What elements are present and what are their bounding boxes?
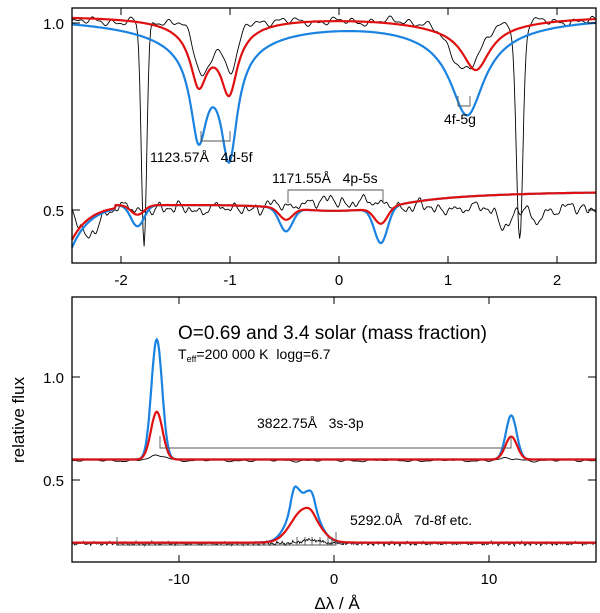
teff-symbol: T <box>178 346 187 362</box>
top-observed-lower-line <box>71 193 597 239</box>
bottom-red-model-upper-line <box>72 410 596 461</box>
bottom-red-model-lower-line <box>72 506 596 544</box>
bottom-xtick-label: -10 <box>168 571 190 588</box>
teff-subscript: eff <box>187 354 197 364</box>
top-observed-upper-line <box>71 15 597 247</box>
legend-title: O=0.69 and 3.4 solar (mass fraction) <box>178 323 487 344</box>
top-xtick-label: -2 <box>114 272 127 289</box>
x-axis-label: Δλ / Å <box>314 594 360 613</box>
top-xtick-label: 2 <box>553 272 561 289</box>
top-xtick-label: 0 <box>335 272 343 289</box>
annotation-5292: 5292.0Å 7d-8f etc. <box>350 512 472 528</box>
annotation-1123: 1123.57Å 4d-5f <box>150 149 253 165</box>
teff-value: =200 000 K <box>196 346 269 362</box>
bottom-xtick-label: 0 <box>330 571 338 588</box>
top-red-model-lower-line <box>71 191 596 241</box>
logg-value: logg=6.7 <box>276 346 330 362</box>
bracket-4p-5s <box>287 189 384 203</box>
bottom-blue-model-upper-line <box>72 337 596 461</box>
top-red-model-upper-line <box>71 16 596 98</box>
bottom-panel: -10 0 10 1.0 0.5 O=0.69 and 3.4 solar (m… <box>9 296 597 613</box>
annotation-1171: 1171.55Å 4p-5s <box>272 170 378 186</box>
y-axis-label: relative flux <box>9 377 28 463</box>
annotation-4f-5g: 4f-5g <box>444 111 476 127</box>
bottom-xtick-label: 10 <box>481 571 498 588</box>
top-panel: -2 -1 0 1 2 1.0 0.5 1123.57Å 4d-5f 1171.… <box>43 7 597 289</box>
bottom-ytick-label: 0.5 <box>43 473 64 490</box>
bracket-4f-5g <box>457 96 471 107</box>
top-ytick-label: 0.5 <box>43 203 64 220</box>
bottom-ytick-label: 1.0 <box>43 370 64 387</box>
annotation-3822: 3822.75Å 3s-3p <box>257 415 364 431</box>
top-xtick-label: 1 <box>444 272 452 289</box>
top-xtick-label: -1 <box>223 272 236 289</box>
bottom-blue-model-lower-line <box>72 485 596 544</box>
top-blue-model-upper-line <box>71 21 597 165</box>
bracket-4d-5f <box>200 131 231 142</box>
top-plot-frame <box>71 7 597 264</box>
legend-params: Teff=200 000 K logg=6.7 <box>178 346 331 364</box>
bracket-3s-3p <box>159 436 512 449</box>
top-ytick-label: 1.0 <box>43 16 64 33</box>
bracket-7d-8f <box>116 532 337 546</box>
